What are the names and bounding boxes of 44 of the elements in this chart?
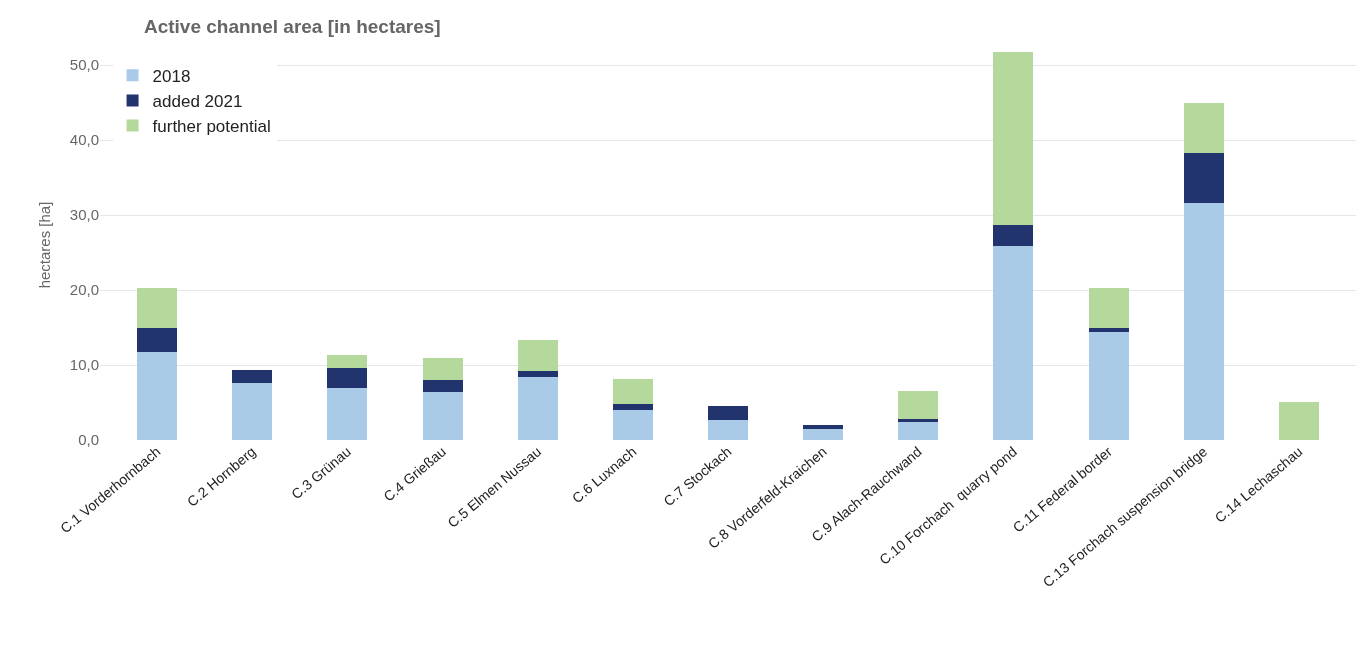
bar [137,351,178,440]
chart-title: Active channel area [in hectares] [143,15,441,37]
bar [422,380,463,392]
bar [1088,287,1129,328]
bar [1183,152,1224,203]
bar [1088,332,1129,440]
legend-label: 2018 [152,66,191,86]
bar [327,387,368,440]
bar [517,377,558,440]
bar [993,52,1034,225]
y-tick-label: 0,0 [78,431,99,449]
bar [327,368,368,388]
bar [327,355,368,368]
y-axis-title: hectares [ha] [36,201,54,289]
bar [993,224,1034,246]
legend-label: further potential [152,117,271,137]
bar [137,287,178,328]
legend-label: added 2021 [152,92,243,112]
bar [422,392,463,440]
bar [898,422,939,440]
bar [517,371,558,377]
bar [137,327,178,352]
bar [803,428,844,440]
bar [612,410,653,440]
bar [1278,401,1319,440]
bar [993,245,1034,440]
bar [1183,203,1224,440]
y-tick-label: 40,0 [69,131,99,149]
y-tick-label: 30,0 [69,206,99,224]
y-tick-label: 10,0 [69,356,99,374]
bar [612,404,653,410]
bar [803,425,844,429]
y-tick-label: 20,0 [69,281,99,299]
bar [232,383,273,440]
bar [898,391,939,419]
bar [612,378,653,404]
bar [708,419,748,440]
bar [517,340,558,371]
bar [898,419,939,422]
bar [422,358,463,380]
bar [1183,103,1224,153]
y-tick-label: 50,0 [69,56,99,74]
bar [232,369,273,383]
bar [708,406,748,420]
